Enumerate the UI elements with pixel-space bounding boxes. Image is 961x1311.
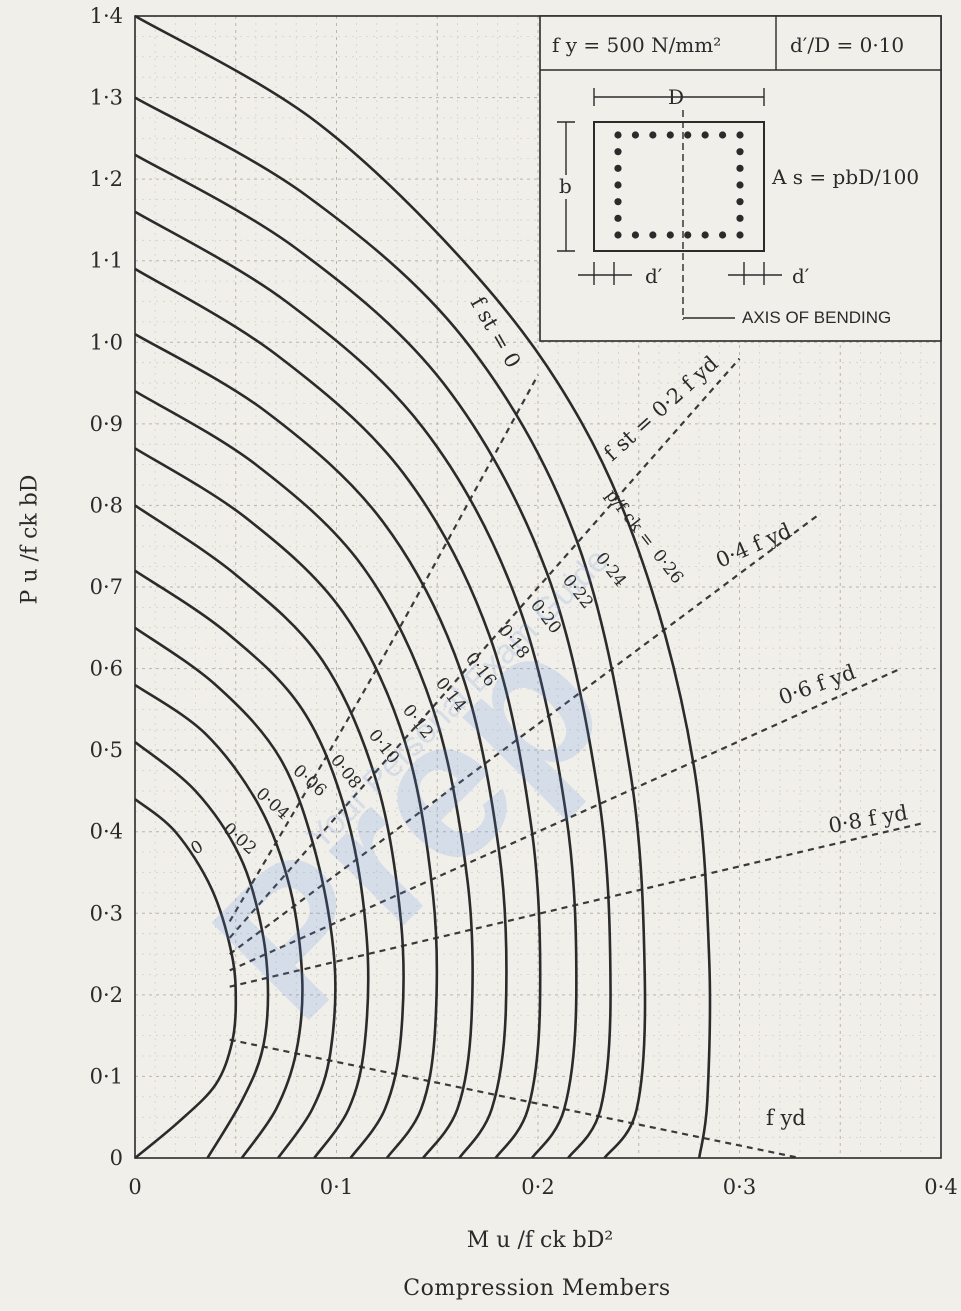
y-tick-label: 1·3: [90, 86, 123, 110]
stress-label-08: 0·8 f yd: [827, 800, 910, 837]
interaction-curve: [134, 210, 578, 1159]
dd-ratio-label: d′/D = 0·10: [790, 33, 904, 57]
column-section: [593, 121, 765, 252]
figure-caption: Compression Members: [403, 1276, 671, 1301]
stress-label-fst0: f st = 0: [466, 293, 526, 373]
rebar: [614, 181, 622, 189]
dim-D-label: D: [668, 85, 684, 109]
stress-label-fyd: f yd: [766, 1106, 806, 1130]
rebar: [684, 231, 692, 239]
interaction-curve: [134, 332, 508, 1159]
dprime-right-label: d′: [792, 264, 810, 288]
interaction-curve: [134, 798, 238, 1160]
rebar: [649, 231, 657, 239]
rebar: [631, 131, 640, 139]
rebar: [736, 148, 744, 156]
interaction-curve: [134, 504, 405, 1159]
curve-label-0: 0: [188, 837, 207, 860]
rebar: [701, 231, 709, 239]
rebar: [718, 131, 727, 139]
interaction-curve: [134, 390, 474, 1159]
curve-label-p-over-fck: p/f ck =: [601, 486, 658, 552]
y-tick-label: 1·4: [90, 4, 123, 28]
y-tick-label: 0·2: [90, 983, 123, 1007]
interaction-curve: [134, 626, 337, 1159]
dim-b-label: b: [559, 174, 572, 198]
curve-label-022: 0·22: [558, 571, 597, 613]
x-tick-label: 0: [128, 1175, 141, 1199]
rebar: [736, 198, 744, 206]
stress-label-06: 0·6 f yd: [776, 660, 859, 710]
interaction-curve: [134, 153, 612, 1159]
rebar: [631, 231, 640, 239]
y-tick-label: 0·8: [90, 493, 123, 517]
x-tick-label: 0·3: [723, 1175, 756, 1199]
y-tick-label: 0·6: [90, 657, 123, 681]
x-tick-label: 0·2: [521, 1175, 554, 1199]
fy-label: f y = 500 N/mm²: [552, 33, 721, 57]
stress-line: [229, 1038, 801, 1160]
curve-label-020: 0·20: [526, 596, 565, 638]
interaction-curve: [134, 447, 439, 1159]
steel-area-label: A s = pbD/100: [771, 165, 919, 189]
y-tick-label: 0·3: [90, 901, 123, 925]
rebar: [736, 131, 744, 139]
plot-frame: [134, 15, 942, 1159]
curve-label-004: 0·04: [252, 784, 294, 824]
y-tick-label: 0·5: [90, 738, 123, 762]
y-tick-label: 0·9: [90, 412, 123, 436]
rebar: [736, 231, 744, 239]
y-tick-label: 1·0: [90, 330, 123, 354]
rebar: [614, 198, 622, 206]
section-inset: f y = 500 N/mm² d′/D = 0·10 D b d′ d′ A …: [539, 15, 942, 342]
rebar: [736, 181, 744, 189]
stress-line: [228, 374, 539, 922]
interaction-curves: [134, 14, 712, 1160]
rebar: [684, 131, 692, 139]
interaction-curve: [134, 569, 370, 1159]
rebar: [666, 131, 674, 139]
axis-of-bending-label: AXIS OF BENDING: [742, 308, 891, 327]
curve-label-024: 0·24: [591, 549, 630, 591]
interaction-curve: [134, 740, 270, 1159]
rebar: [614, 131, 622, 139]
rebar: [649, 131, 657, 139]
rebar: [718, 231, 727, 239]
stress-line: [228, 357, 741, 939]
rebar: [614, 148, 622, 156]
rebar: [736, 164, 744, 172]
dprime-left-label: d′: [645, 264, 663, 288]
y-tick-label: 0·1: [90, 1064, 123, 1088]
stress-labels: f st = 0 f st = 0·2 f yd 0·4 f yd 0·6 f …: [466, 293, 910, 1131]
stress-line: [229, 512, 821, 955]
y-tick-label: 0·7: [90, 575, 123, 599]
rebar: [614, 231, 622, 239]
rebar: [614, 164, 622, 172]
interaction-curve: [134, 96, 647, 1159]
y-tick-label: 0: [110, 1146, 123, 1170]
y-tick-label: 1·1: [90, 249, 123, 273]
y-tick-label: 0·4: [90, 820, 123, 844]
stress-lines: [228, 357, 922, 1160]
interaction-curve: [134, 267, 542, 1159]
x-axis-title: M u /f ck bD²: [466, 1228, 614, 1253]
rebar: [736, 214, 744, 222]
curve-label-006: 0·06: [289, 761, 331, 801]
interaction-curve: [134, 14, 712, 1159]
tick-labels: 0 0·1 0·2 0·3 0·4 0 0·1 0·2 0·3 0·4 0·5 0·6 0·7 0·8 0·…: [90, 4, 958, 1199]
stress-line: [229, 667, 902, 972]
interaction-curve: [134, 683, 304, 1159]
rebar: [614, 214, 622, 222]
x-tick-label: 0·1: [320, 1175, 353, 1199]
x-tick-label: 0·4: [924, 1175, 957, 1199]
y-tick-label: 1·2: [90, 167, 123, 191]
reinforcement-bars: [614, 131, 744, 239]
y-axis-title: P u /f ck bD: [17, 474, 43, 605]
rebar: [666, 231, 674, 239]
rebar: [701, 131, 709, 139]
